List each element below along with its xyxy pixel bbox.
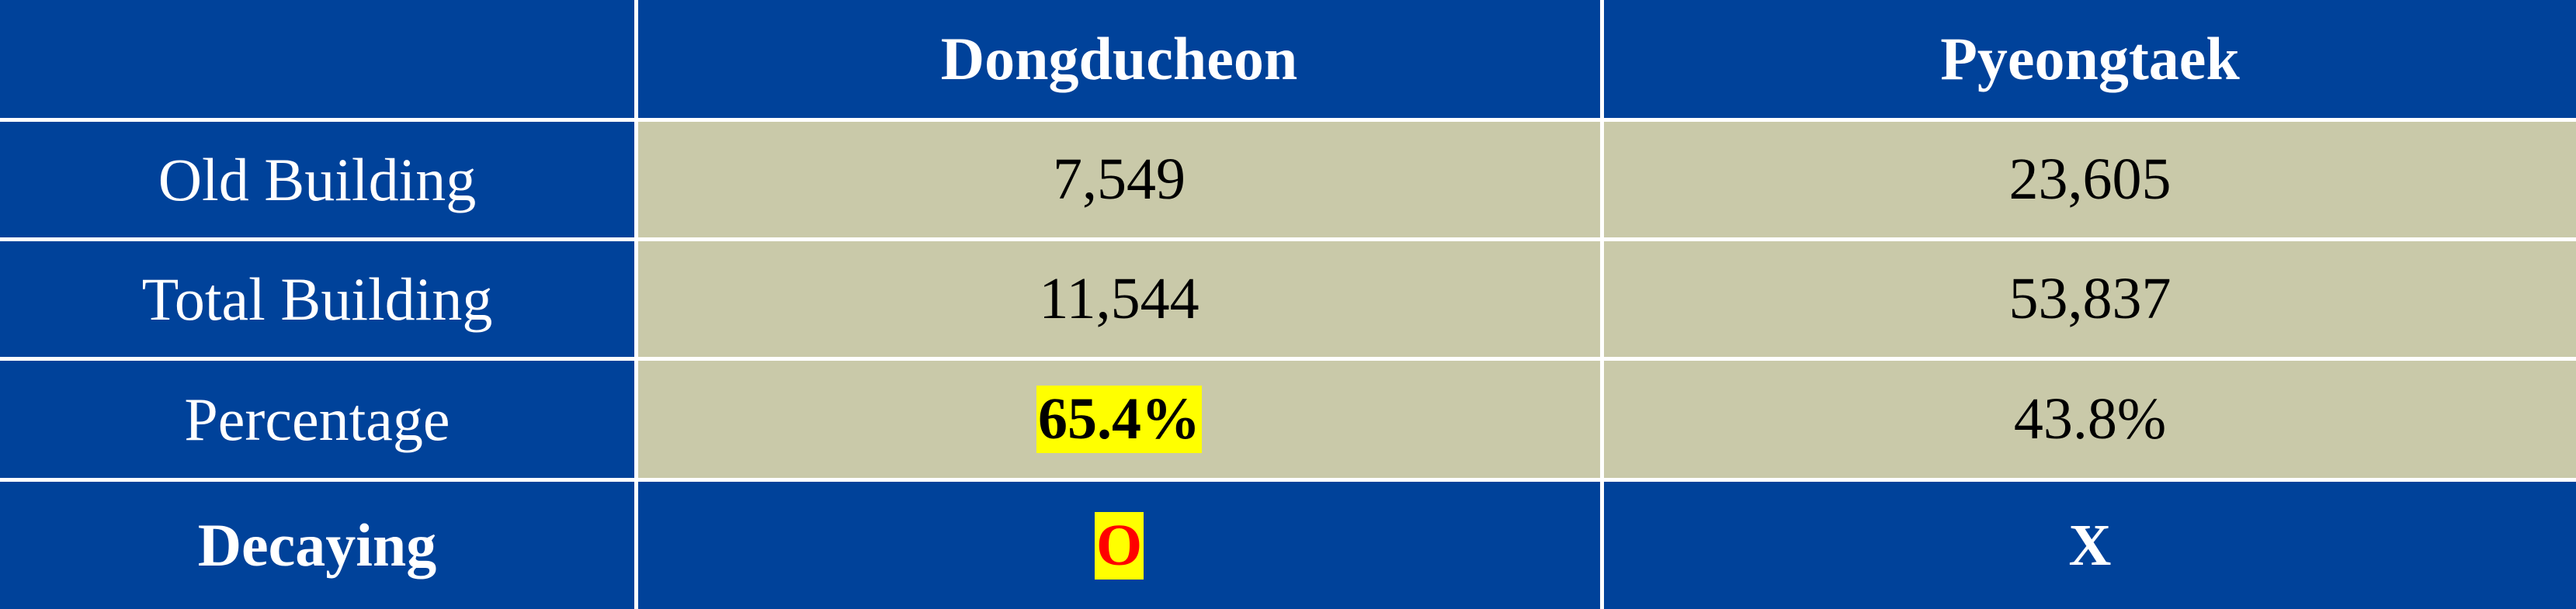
row-label-total-building: Total Building [0, 241, 638, 361]
cell-value: 23,605 [2008, 147, 2172, 212]
row-label-percentage: Percentage [0, 361, 638, 482]
cell-decaying-dongducheon: O [638, 482, 1604, 609]
cell-decaying-pyeongtaek: X [1604, 482, 2576, 609]
cell-value: 43.8% [2013, 386, 2167, 452]
cell-old-building-dongducheon: 7,549 [638, 122, 1604, 241]
cell-value: 7,549 [1053, 147, 1186, 212]
cell-value: 11,544 [1039, 266, 1199, 331]
cell-percentage-pyeongtaek: 43.8% [1604, 361, 2576, 482]
header-dongducheon-label: Dongducheon [940, 25, 1298, 92]
row-label-text: Total Building [141, 265, 493, 333]
header-dongducheon: Dongducheon [638, 0, 1604, 122]
cell-percentage-dongducheon: 65.4% [638, 361, 1604, 482]
cell-total-building-pyeongtaek: 53,837 [1604, 241, 2576, 361]
row-label-text: Percentage [184, 385, 450, 453]
cell-old-building-pyeongtaek: 23,605 [1604, 122, 2576, 241]
cell-total-building-dongducheon: 11,544 [638, 241, 1604, 361]
header-pyeongtaek: Pyeongtaek [1604, 0, 2576, 122]
highlighted-percentage: 65.4% [1036, 386, 1202, 453]
header-corner-cell [0, 0, 638, 122]
decaying-marker-o: O [1094, 511, 1144, 580]
header-pyeongtaek-label: Pyeongtaek [1940, 25, 2240, 92]
decaying-marker-x: X [2068, 512, 2112, 578]
row-label-old-building: Old Building [0, 122, 638, 241]
row-label-decaying: Decaying [0, 482, 638, 609]
row-label-text: Old Building [158, 145, 477, 213]
row-label-text: Decaying [197, 511, 437, 579]
cell-value: 53,837 [2008, 266, 2172, 331]
